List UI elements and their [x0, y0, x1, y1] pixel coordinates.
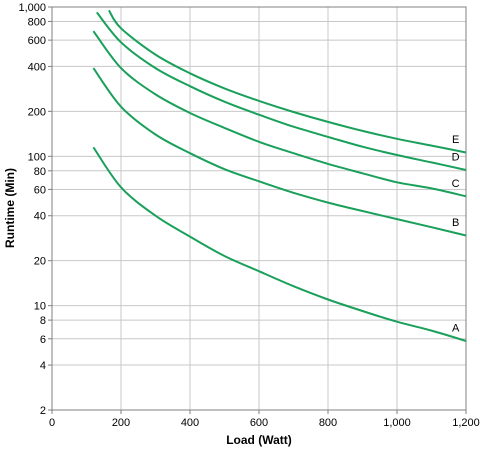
grid: [51, 6, 467, 411]
y-tick-label: 2: [40, 405, 46, 417]
y-tick-label: 8: [40, 315, 46, 327]
y-tick-label: 80: [34, 166, 46, 178]
x-tick-label: 800: [319, 417, 337, 429]
series-line-b: [92, 67, 467, 237]
x-tick-label: 200: [112, 417, 130, 429]
x-tick-label: 1,000: [383, 417, 411, 429]
y-tick-label: 6: [40, 334, 46, 346]
y-tick-label: 200: [28, 106, 46, 118]
y-tick-label: 4: [40, 360, 46, 372]
x-axis-title: Load (Watt): [226, 433, 292, 447]
x-tick-label: 400: [181, 417, 199, 429]
x-axis-ticks: 0 200 400 600 800 1,000 1,200: [49, 410, 480, 429]
y-tick-label: 60: [34, 184, 46, 196]
series-line-a: [92, 146, 467, 342]
y-tick-label: 600: [28, 35, 46, 47]
series-label-a: A: [452, 323, 460, 335]
x-tick-label: 600: [250, 417, 268, 429]
series-label-e: E: [452, 134, 459, 146]
y-tick-label: 1,000: [18, 2, 46, 14]
series-labels: A B C DE: [452, 134, 460, 334]
y-tick-label: 20: [34, 256, 46, 268]
y-tick-label: 40: [34, 211, 46, 223]
x-tick-label: 1,200: [452, 417, 480, 429]
series-label-b: B: [452, 217, 459, 229]
x-tick-label: 0: [49, 417, 55, 429]
series-line-e: [108, 9, 467, 154]
y-axis-ticks: 1,000 800 600 400 200 100 80 60 40 20 10 8 6 4 2: [18, 2, 52, 417]
y-axis-title: Runtime (Min): [3, 168, 17, 248]
series-label-c: C: [452, 178, 460, 190]
series-line-c: [92, 30, 467, 198]
series-label-d: D: [452, 152, 460, 164]
series-line-d: [96, 11, 467, 171]
y-tick-label: 100: [28, 151, 46, 163]
y-tick-label: 800: [28, 16, 46, 28]
y-tick-label: 400: [28, 61, 46, 73]
series-lines: [92, 9, 467, 342]
y-tick-label: 10: [34, 301, 46, 313]
